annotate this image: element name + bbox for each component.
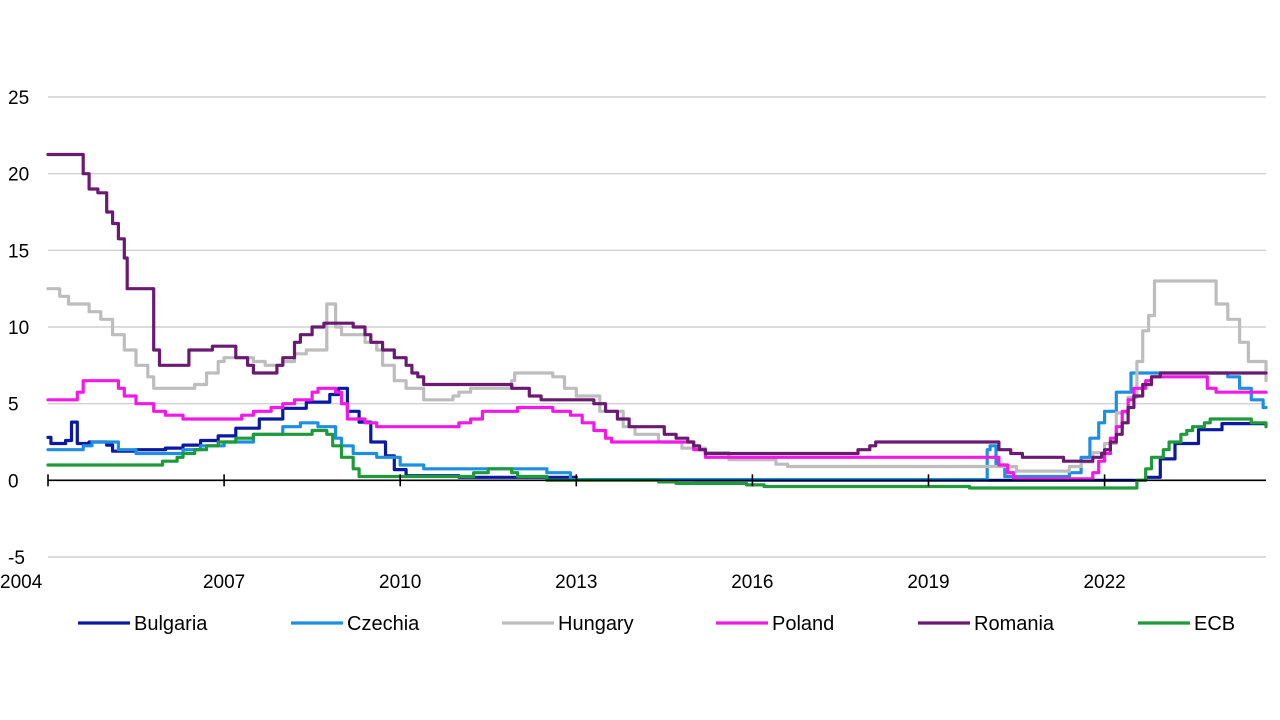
y-tick-label: 5 — [8, 395, 19, 416]
legend-item-bulgaria: Bulgaria — [78, 613, 208, 635]
legend-item-romania: Romania — [918, 613, 1055, 635]
x-tick-label: 2016 — [731, 572, 773, 593]
y-tick-label: -5 — [8, 548, 25, 569]
series-line-czechia — [46, 371, 1268, 482]
legend-label: Czechia — [347, 613, 420, 635]
x-axis: 2004 2007 2010 2013 2016 2019 2022 — [0, 474, 1266, 593]
y-tick-label: 0 — [8, 471, 19, 492]
legend-item-ecb: ECB — [1138, 613, 1235, 635]
x-tick-label: 2013 — [555, 572, 597, 593]
series-lines — [46, 152, 1268, 490]
x-tick-label: 2019 — [907, 572, 949, 593]
y-tick-label: 10 — [8, 318, 29, 339]
legend-item-czechia: Czechia — [291, 613, 420, 635]
legend-item-poland: Poland — [716, 613, 834, 635]
x-tick-label: 2010 — [379, 572, 421, 593]
x-tick-label: 2004 — [0, 572, 43, 593]
y-tick-label: 25 — [8, 88, 29, 109]
series-line-romania — [46, 152, 1268, 463]
legend: Bulgaria Czechia Hungary Poland Romania ECB — [78, 613, 1235, 635]
series-line-poland — [46, 375, 1268, 481]
legend-label: Poland — [772, 613, 834, 635]
legend-label: Hungary — [558, 613, 634, 635]
x-tick-label: 2022 — [1083, 572, 1125, 593]
legend-label: ECB — [1194, 613, 1235, 635]
y-axis-ticks: -5 0 5 10 15 20 25 — [8, 88, 29, 569]
legend-label: Romania — [974, 613, 1055, 635]
x-tick-label: 2007 — [203, 572, 245, 593]
gridlines — [48, 96, 1266, 558]
legend-item-hungary: Hungary — [502, 613, 634, 635]
legend-label: Bulgaria — [134, 613, 208, 635]
series-line-ecb — [46, 417, 1268, 490]
y-tick-label: 15 — [8, 241, 29, 262]
y-tick-label: 20 — [8, 165, 29, 186]
